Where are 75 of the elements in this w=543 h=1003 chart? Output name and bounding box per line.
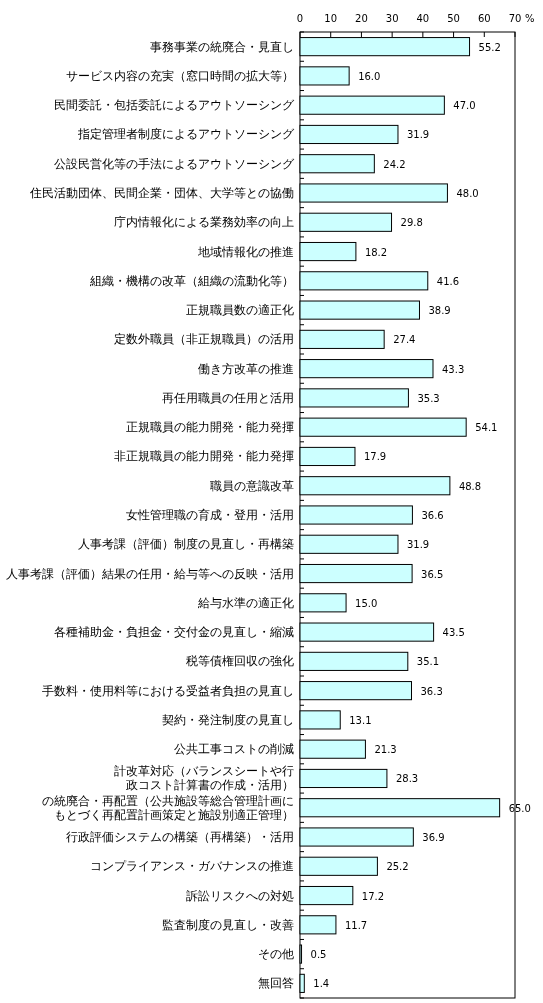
y-tick-label: 指定管理者制度によるアウトソーシング: [77, 127, 295, 142]
data-label: 16.0: [358, 70, 381, 82]
y-tick-label: 組織・機構の改革（組織の流動化等）: [89, 273, 294, 288]
y-tick-label: 人事考課（評価）結果の任用・給与等への反映・活用: [6, 566, 294, 581]
y-tick-label: 住民活動団体、民間企業・団体、大学等との協働: [29, 186, 294, 200]
y-tick-label: サービス内容の充実（窓口時間の拡大等）: [66, 68, 294, 83]
x-tick-label: 40: [416, 13, 430, 24]
y-tick-label: 税等債権回収の強化: [186, 654, 294, 669]
y-tick-label: 各種補助金・負担金・交付金の見直し・縮減: [54, 625, 294, 640]
y-tick-label: 計改革対応（バランスシートや行政コスト計算書の作成・活用）: [114, 764, 294, 793]
data-label: 1.4: [313, 978, 330, 990]
data-label: 27.4: [393, 334, 416, 346]
data-label: 0.5: [310, 949, 327, 961]
y-tick-label: 正規職員数の適正化: [186, 303, 294, 318]
y-tick-label: 監査制度の見直し・改善: [162, 917, 294, 932]
data-label: 35.1: [416, 656, 440, 668]
data-label: 55.2: [478, 41, 501, 53]
data-label: 36.3: [420, 685, 443, 697]
data-label: 25.2: [386, 861, 409, 873]
y-tick-label: の統廃合・再配置（公共施設等総合管理計画にもとづく再配置計画策定と施設別適正管理）: [42, 793, 294, 822]
data-label: 31.9: [406, 539, 430, 551]
data-label: 17.9: [363, 451, 387, 463]
data-label: 48.0: [456, 188, 479, 199]
y-tick-label: 手数料・使用料等における受益者負担の見直し: [42, 683, 294, 698]
data-label: 35.3: [417, 392, 440, 404]
data-label: 36.5: [421, 568, 444, 580]
data-label: 65.0: [508, 802, 531, 814]
data-label: 38.9: [428, 305, 451, 317]
y-tick-label: 給与水準の適正化: [197, 595, 294, 610]
y-tick-label: 公設民営化等の手法によるアウトソーシング: [54, 156, 295, 171]
x-tick-label: 10: [324, 13, 338, 24]
y-tick-label: 女性管理職の育成・登用・活用: [126, 508, 294, 522]
y-tick-label: 庁内情報化による業務効率の向上: [114, 215, 294, 230]
y-tick-label: 訴訟リスクへの対処: [186, 888, 294, 903]
y-tick-label: 行政評価システムの構築（再構築）・活用: [66, 830, 294, 844]
data-label: 36.6: [421, 510, 444, 521]
x-tick-label: 50: [447, 13, 460, 24]
y-tick-label: 公共工事コストの削減: [174, 742, 294, 757]
data-label: 17.2: [361, 890, 385, 902]
data-label: 29.8: [400, 217, 423, 229]
x-tick-label: 0: [296, 13, 304, 24]
data-label: 24.2: [383, 158, 406, 170]
data-label: 36.9: [422, 832, 445, 843]
y-tick-label: 正規職員の能力開発・能力発揮: [126, 420, 294, 435]
data-label: 43.5: [442, 627, 465, 639]
y-tick-label: 契約・発注制度の見直し: [162, 712, 294, 727]
data-label: 21.3: [374, 744, 397, 756]
data-label: 11.7: [344, 919, 368, 931]
y-tick-label: 人事考課（評価）制度の見直し・再構築: [78, 537, 294, 552]
data-label: 28.3: [395, 773, 419, 785]
data-label: 48.8: [458, 480, 482, 492]
x-axis-title: %: [525, 13, 535, 24]
x-tick-label: 30: [385, 13, 399, 24]
y-tick-label: 無回答: [258, 976, 294, 991]
y-tick-label: 事務事業の統廃合・見直し: [150, 39, 294, 54]
y-tick-label: その他: [258, 947, 294, 962]
x-tick-label: 60: [477, 13, 491, 24]
y-tick-label: 職員の意識改革: [210, 478, 294, 493]
y-tick-label: 働き方改革の推進: [198, 361, 294, 376]
data-label: 31.9: [406, 129, 430, 141]
y-tick-label: 民間委託・包括委託によるアウトソーシング: [54, 98, 295, 113]
data-label: 47.0: [453, 100, 476, 112]
x-tick-label: 20: [355, 13, 368, 24]
y-tick-label: コンプライアンス・ガバナンスの推進: [90, 859, 294, 874]
data-label: 18.2: [364, 246, 388, 258]
y-tick-label: 再任用職員の任用と活用: [162, 390, 294, 405]
y-tick-label: 非正規職員の能力開発・能力発揮: [114, 449, 294, 464]
y-tick-label: 地域情報化の推進: [197, 244, 294, 259]
y-tick-label: 定数外職員（非正規職員）の活用: [114, 332, 294, 347]
data-label: 41.6: [436, 275, 460, 287]
data-label: 43.3: [441, 363, 465, 375]
data-label: 54.1: [475, 422, 498, 434]
data-label: 13.1: [349, 714, 372, 726]
x-tick-label: 70: [508, 13, 522, 24]
data-label: 15.0: [355, 597, 378, 609]
